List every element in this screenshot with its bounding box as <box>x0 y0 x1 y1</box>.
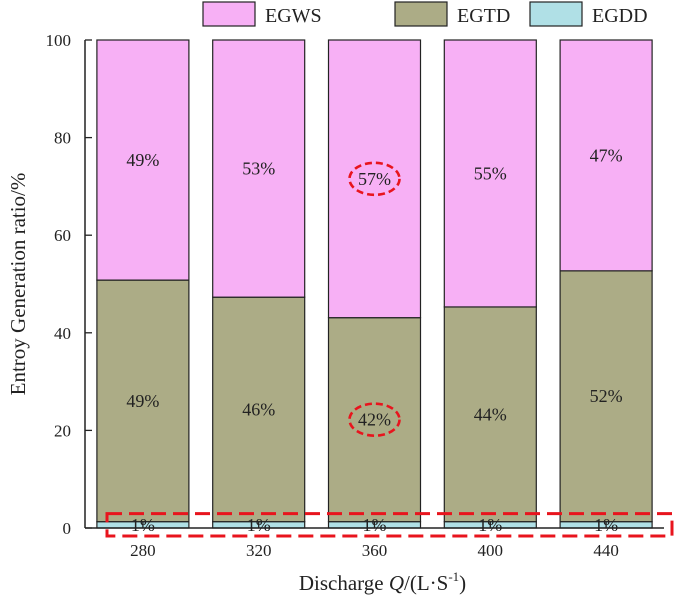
bar-egws-320 <box>212 39 306 298</box>
data-label-egws-320: 53% <box>242 159 275 179</box>
data-label-egtd-400: 44% <box>474 404 507 424</box>
bar-egtd-320 <box>212 296 306 523</box>
highlight-ellipse-egws-360 <box>348 161 401 197</box>
legend-label-egdd: EGDD <box>592 5 648 27</box>
y-tick-label-60: 60 <box>54 226 71 245</box>
bar-egws-280 <box>96 39 190 281</box>
legend-swatch-egtd <box>394 1 448 27</box>
x-tick-label-440: 440 <box>593 541 619 560</box>
x-axis-title: Discharge Q/(L·S-1) <box>299 569 466 595</box>
legend-swatch-egdd <box>529 1 583 27</box>
x-tick-label-400: 400 <box>478 541 504 560</box>
y-axis-title: Entroy Generation ratio/% <box>6 173 30 396</box>
y-tick-label-40: 40 <box>54 324 71 343</box>
highlight-ellipse-egtd-360 <box>348 402 401 437</box>
data-label-egtd-280: 49% <box>126 391 159 411</box>
y-tick-label-80: 80 <box>54 129 71 148</box>
bar-egws-360 <box>327 39 422 319</box>
bar-egtd-280 <box>96 279 190 523</box>
data-label-egdd-360: 1% <box>363 515 387 535</box>
y-tick-label-100: 100 <box>46 31 72 50</box>
x-tick-label-320: 320 <box>246 541 272 560</box>
axis-titles: Entroy Generation ratio/% Discharge Q/(L·… <box>6 173 466 595</box>
data-label-egws-400: 55% <box>474 163 507 183</box>
highlights <box>105 161 674 538</box>
data-label-egws-440: 47% <box>590 145 623 165</box>
data-label-egtd-320: 46% <box>242 399 275 419</box>
data-label-egdd-320: 1% <box>247 515 271 535</box>
legend-swatch-egws <box>202 1 256 27</box>
y-tick-label-0: 0 <box>63 519 72 538</box>
data-label-egws-360: 57% <box>358 169 391 189</box>
data-label-egtd-360: 42% <box>358 410 391 430</box>
legend-label-egtd: EGTD <box>457 5 510 27</box>
legend: EGWS EGTD EGDD <box>202 1 648 27</box>
data-label-egws-280: 49% <box>126 150 159 170</box>
legend-label-egws: EGWS <box>265 5 322 27</box>
data-label-egtd-440: 52% <box>590 386 623 406</box>
highlight-box-egdd <box>105 512 674 538</box>
bar-egws-440 <box>559 39 653 272</box>
axes: 0 20 40 60 80 100 280 320 360 400 440 <box>46 31 664 560</box>
data-label-egdd-280: 1% <box>131 515 155 535</box>
bar-egws-400 <box>443 39 537 308</box>
data-label-egdd-440: 1% <box>594 515 618 535</box>
bars <box>96 39 653 529</box>
x-tick-label-280: 280 <box>130 541 156 560</box>
x-tick-label-360: 360 <box>362 541 388 560</box>
y-tick-label-20: 20 <box>54 421 71 440</box>
data-label-egdd-400: 1% <box>478 515 502 535</box>
data-labels: 1% 49% 49% 1% 46% 53% 1% 42% 57% 1% 44% 55% 1% 52% 47% <box>126 145 622 534</box>
